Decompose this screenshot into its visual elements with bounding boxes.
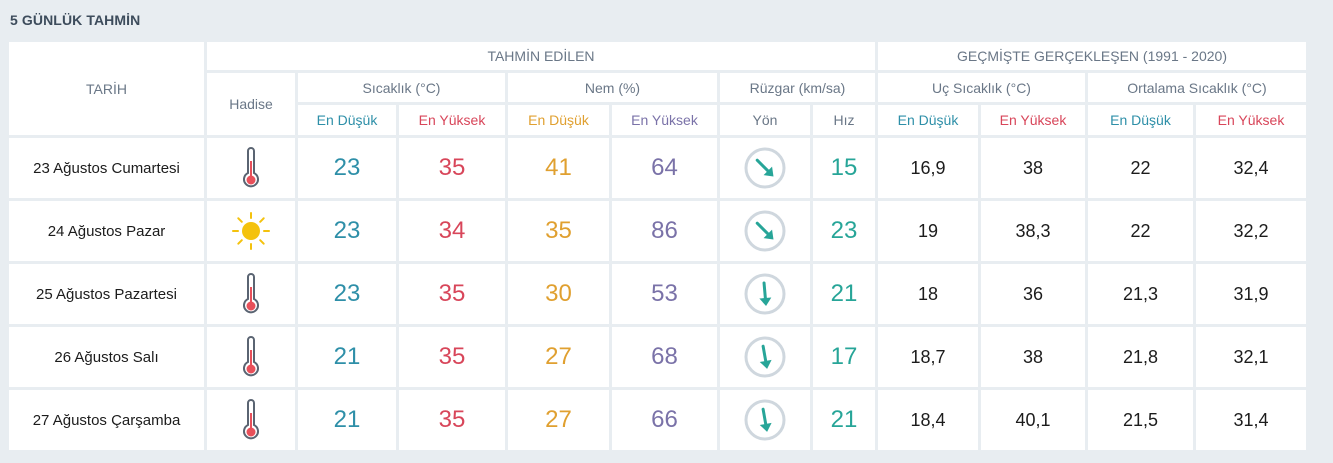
header-tahmin-edilen: TAHMİN EDİLEN (207, 42, 875, 70)
row-wind-direction (720, 201, 810, 261)
thermometer-icon (242, 273, 260, 315)
row-extreme-low: 18 (878, 264, 978, 324)
row-avg-high: 32,2 (1196, 201, 1306, 261)
row-wind-direction (720, 327, 810, 387)
header-uc-sicaklik: Uç Sıcaklık (°C) (878, 73, 1085, 102)
row-wind-direction (720, 138, 810, 198)
subheader-extreme-low: En Düşük (878, 105, 978, 135)
row-extreme-low: 16,9 (878, 138, 978, 198)
row-hum-high: 53 (612, 264, 717, 324)
row-temp-high: 35 (399, 390, 505, 450)
row-temp-low: 23 (298, 264, 396, 324)
thermometer-icon (242, 336, 260, 378)
row-avg-low: 21,5 (1088, 390, 1193, 450)
row-wind-direction (720, 264, 810, 324)
header-sicaklik: Sıcaklık (°C) (298, 73, 505, 102)
row-wind-direction (720, 390, 810, 450)
wind-arrow-icon (743, 146, 787, 190)
row-hadise (207, 201, 295, 261)
row-hadise (207, 390, 295, 450)
subheader-wind-speed: Hız (813, 105, 875, 135)
row-date: 27 Ağustos Çarşamba (9, 390, 204, 450)
subheader-hum-low: En Düşük (508, 105, 609, 135)
row-avg-high: 32,4 (1196, 138, 1306, 198)
wind-arrow-icon (743, 209, 787, 253)
row-wind-speed: 23 (813, 201, 875, 261)
row-hum-high: 64 (612, 138, 717, 198)
wind-arrow-icon (743, 335, 787, 379)
subheader-avg-low: En Düşük (1088, 105, 1193, 135)
row-temp-high: 35 (399, 264, 505, 324)
header-gecmiste-gerceklesen: GEÇMİŞTE GERÇEKLEŞEN (1991 - 2020) (878, 42, 1306, 70)
row-avg-high: 32,1 (1196, 327, 1306, 387)
header-ruzgar: Rüzgar (km/sa) (720, 73, 875, 102)
row-temp-low: 23 (298, 201, 396, 261)
row-hadise (207, 138, 295, 198)
row-hum-low: 41 (508, 138, 609, 198)
row-temp-high: 35 (399, 327, 505, 387)
row-wind-speed: 21 (813, 390, 875, 450)
header-tarih: TARİH (9, 42, 204, 135)
page-title: 5 GÜNLÜK TAHMİN (10, 12, 141, 28)
row-hum-low: 35 (508, 201, 609, 261)
subheader-extreme-high: En Yüksek (981, 105, 1085, 135)
row-avg-low: 22 (1088, 201, 1193, 261)
sun-icon (230, 210, 272, 252)
subheader-wind-direction: Yön (720, 105, 810, 135)
row-temp-high: 35 (399, 138, 505, 198)
row-wind-speed: 15 (813, 138, 875, 198)
row-wind-speed: 17 (813, 327, 875, 387)
subheader-temp-low: En Düşük (298, 105, 396, 135)
row-avg-low: 22 (1088, 138, 1193, 198)
row-temp-high: 34 (399, 201, 505, 261)
header-nem: Nem (%) (508, 73, 717, 102)
row-avg-high: 31,9 (1196, 264, 1306, 324)
row-hum-high: 86 (612, 201, 717, 261)
row-avg-low: 21,3 (1088, 264, 1193, 324)
row-extreme-high: 36 (981, 264, 1085, 324)
wind-arrow-icon (743, 398, 787, 442)
row-hum-low: 27 (508, 390, 609, 450)
row-hadise (207, 327, 295, 387)
row-hum-high: 68 (612, 327, 717, 387)
row-date: 26 Ağustos Salı (9, 327, 204, 387)
row-hum-low: 30 (508, 264, 609, 324)
row-extreme-high: 38,3 (981, 201, 1085, 261)
forecast-table: TARİH TAHMİN EDİLEN GEÇMİŞTE GERÇEKLEŞEN… (9, 42, 1306, 450)
row-hadise (207, 264, 295, 324)
row-temp-low: 21 (298, 327, 396, 387)
subheader-temp-high: En Yüksek (399, 105, 505, 135)
subheader-avg-high: En Yüksek (1196, 105, 1306, 135)
row-avg-high: 31,4 (1196, 390, 1306, 450)
header-ortalama-sicaklik: Ortalama Sıcaklık (°C) (1088, 73, 1306, 102)
row-extreme-low: 19 (878, 201, 978, 261)
header-hadise: Hadise (207, 73, 295, 135)
subheader-hum-high: En Yüksek (612, 105, 717, 135)
row-extreme-low: 18,4 (878, 390, 978, 450)
row-date: 23 Ağustos Cumartesi (9, 138, 204, 198)
row-date: 25 Ağustos Pazartesi (9, 264, 204, 324)
row-wind-speed: 21 (813, 264, 875, 324)
row-hum-high: 66 (612, 390, 717, 450)
thermometer-icon (242, 147, 260, 189)
row-avg-low: 21,8 (1088, 327, 1193, 387)
row-extreme-high: 40,1 (981, 390, 1085, 450)
row-extreme-low: 18,7 (878, 327, 978, 387)
wind-arrow-icon (743, 272, 787, 316)
row-temp-low: 21 (298, 390, 396, 450)
row-extreme-high: 38 (981, 327, 1085, 387)
thermometer-icon (242, 399, 260, 441)
row-hum-low: 27 (508, 327, 609, 387)
row-date: 24 Ağustos Pazar (9, 201, 204, 261)
row-temp-low: 23 (298, 138, 396, 198)
row-extreme-high: 38 (981, 138, 1085, 198)
